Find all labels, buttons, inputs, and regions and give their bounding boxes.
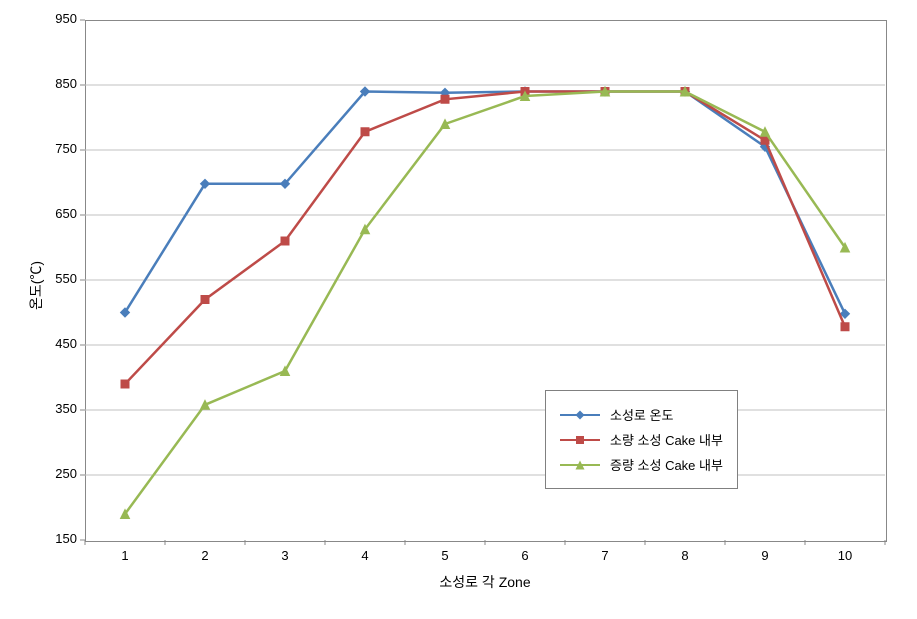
plot-area xyxy=(85,20,887,542)
legend-swatch xyxy=(560,433,600,447)
y-tick-label: 150 xyxy=(55,531,77,546)
x-tick-label: 8 xyxy=(675,548,695,563)
legend-label: 증량 소성 Cake 내부 xyxy=(610,455,723,474)
y-tick-label: 450 xyxy=(55,336,77,351)
legend: 소성로 온도소량 소성 Cake 내부증량 소성 Cake 내부 xyxy=(545,390,738,489)
legend-swatch xyxy=(560,458,600,472)
y-axis-title: 온도(℃) xyxy=(26,250,46,310)
x-tick-label: 2 xyxy=(195,548,215,563)
y-tick-label: 950 xyxy=(55,11,77,26)
chart-container: 150250350450550650750850950 12345678910 … xyxy=(0,0,917,619)
x-tick-label: 4 xyxy=(355,548,375,563)
legend-item: 소량 소성 Cake 내부 xyxy=(560,430,723,449)
x-tick-label: 5 xyxy=(435,548,455,563)
x-tick-label: 9 xyxy=(755,548,775,563)
legend-label: 소성로 온도 xyxy=(610,405,673,424)
x-tick-label: 7 xyxy=(595,548,615,563)
legend-item: 소성로 온도 xyxy=(560,405,723,424)
x-tick-label: 1 xyxy=(115,548,135,563)
y-tick-label: 750 xyxy=(55,141,77,156)
x-tick-label: 10 xyxy=(835,548,855,563)
x-axis-title: 소성로 각 Zone xyxy=(425,572,545,592)
y-tick-label: 550 xyxy=(55,271,77,286)
x-tick-label: 6 xyxy=(515,548,535,563)
y-tick-label: 650 xyxy=(55,206,77,221)
y-tick-label: 850 xyxy=(55,76,77,91)
y-tick-label: 350 xyxy=(55,401,77,416)
legend-swatch xyxy=(560,408,600,422)
y-tick-label: 250 xyxy=(55,466,77,481)
legend-label: 소량 소성 Cake 내부 xyxy=(610,430,723,449)
legend-item: 증량 소성 Cake 내부 xyxy=(560,455,723,474)
x-tick-label: 3 xyxy=(275,548,295,563)
